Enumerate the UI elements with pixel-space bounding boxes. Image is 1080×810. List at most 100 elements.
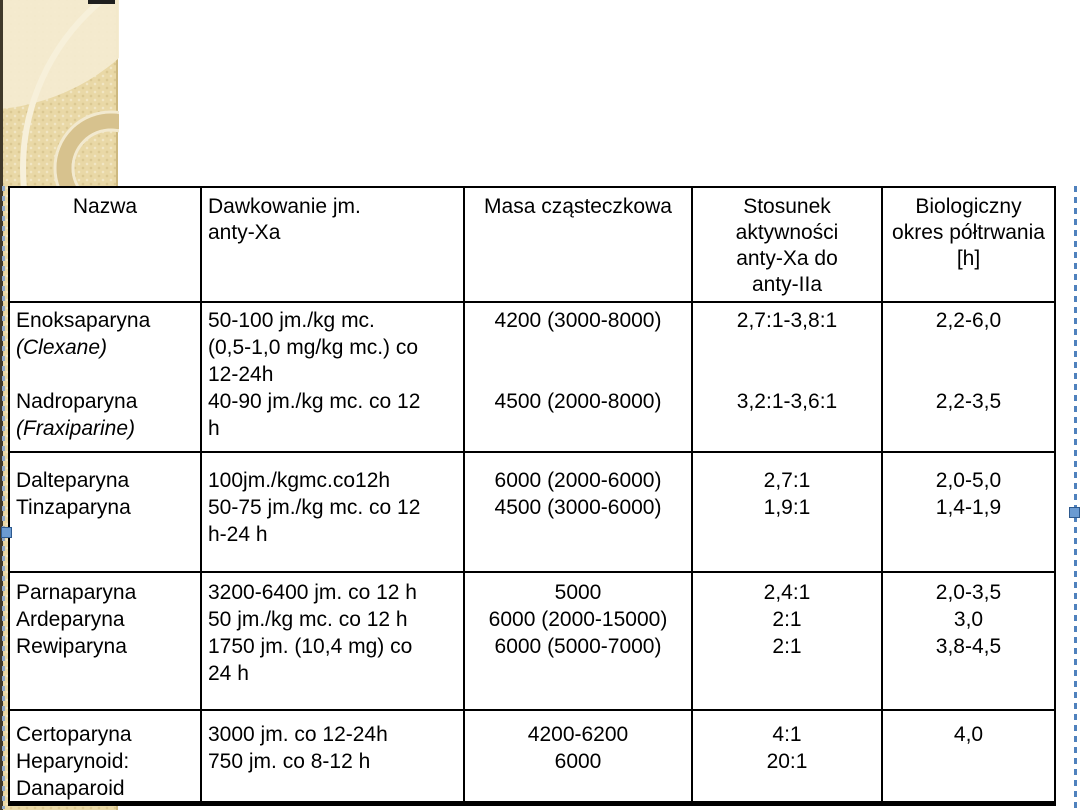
cell-text-line: 2,0-3,5 [935, 581, 1002, 604]
cell-text-line: 1,9:1 [763, 496, 811, 519]
cell-biologiczny[interactable]: 2,0-5,0 1,4-1,9 [883, 453, 1054, 573]
cell-text-line: Heparynoid: [16, 750, 130, 773]
cell-text-line: Nadroparyna [16, 390, 138, 413]
cell-text-line: 4200 (3000-8000) [494, 309, 662, 332]
cell-stosunek[interactable]: 2,4:1 2:1 2:1 [693, 573, 883, 711]
cell-masa-header[interactable]: Masa cząsteczkowa [465, 188, 693, 303]
cell-text-line: Parnaparyna [16, 581, 137, 604]
cell-text-line: Certoparyna [16, 723, 132, 746]
cell-text-line [883, 361, 1054, 388]
cell-text-line: 2,2-3,5 [935, 390, 1002, 413]
cell-dawkowanie-header[interactable]: Dawkowanie jm. anty-Xa [202, 188, 465, 303]
cell-text-line: 6000 (2000-15000) [488, 608, 668, 631]
cell-text-line: 2,7:1 [763, 469, 811, 492]
cell-biologiczny[interactable]: 2,0-3,5 3,0 3,8-4,5 [883, 573, 1054, 711]
cell-dawkowanie[interactable]: 3000 jm. co 12-24h 750 jm. co 8-12 h [202, 711, 465, 801]
cell-text-line: 4500 (2000-8000) [494, 390, 662, 413]
cell-text-line [693, 361, 881, 388]
cell-text-line: 2:1 [772, 608, 802, 631]
cell-text-line: 20:1 [766, 750, 808, 773]
cell-biologiczny[interactable]: 2,2-6,0 2,2-3,5 [883, 303, 1054, 453]
cell-text-line [465, 334, 691, 361]
selection-border-right[interactable] [1074, 186, 1077, 809]
cell-text-line [10, 361, 200, 388]
cell-text-line: 4:1 [772, 723, 802, 746]
cell-stosunek-header[interactable]: Stosunek aktywności anty-Xa do anty-IIa [693, 188, 883, 303]
cell-text-line: h-24 h [208, 523, 268, 546]
header-text-line: Stosunek [743, 195, 831, 218]
cell-nazwa[interactable]: Dalteparyna Tinzaparyna [10, 453, 202, 573]
cell-text-line: 3200-6400 jm. co 12 h [208, 581, 417, 604]
cell-text-line: 5000 [554, 581, 602, 604]
cell-stosunek[interactable]: 2,7:1-3,8:1 3,2:1-3,6:1 [693, 303, 883, 453]
cell-text-line: 6000 [554, 750, 602, 773]
cell-text-line: h [208, 417, 220, 440]
cell-text-line: 50-100 jm./kg mc. [208, 309, 375, 332]
cell-text-line: 1750 jm. (10,4 mg) co [208, 635, 413, 658]
cell-biologiczny-header[interactable]: Biologiczny okres półtrwania [h] [883, 188, 1054, 303]
header-text-line: [h] [956, 247, 981, 270]
cell-dawkowanie[interactable]: 50-100 jm./kg mc. (0,5-1,0 mg/kg mc.) co 1… [202, 303, 465, 453]
cell-masa[interactable]: 5000 6000 (2000-15000) 6000 (5000-7000) [465, 573, 693, 711]
selection-border-left[interactable] [2, 186, 5, 809]
cell-text-line: Tinzaparyna [16, 496, 131, 519]
cell-text-line: 2,7:1-3,8:1 [736, 309, 838, 332]
cell-dawkowanie[interactable]: 100jm./kgmc.co12h 50-75 jm./kg mc. co 12 h… [202, 453, 465, 573]
window-edge-notch [88, 0, 115, 4]
cell-text-line: 2:1 [772, 635, 802, 658]
cell-text-line: Danaparoid [16, 777, 125, 800]
cell-text-line: 40-90 jm./kg mc. co 12 [208, 390, 421, 413]
cell-text-line: 4,0 [953, 723, 984, 746]
header-text-line: okres półtrwania [892, 221, 1045, 244]
cell-text-line: 3,0 [953, 608, 984, 631]
cell-text-line: 12-24h [208, 363, 274, 386]
cell-text-line: 6000 (2000-6000) [494, 469, 662, 492]
resize-handle-left-icon[interactable] [1, 527, 12, 538]
cell-text-line: (0,5-1,0 mg/kg mc.) co [208, 336, 419, 359]
cell-text-line: (Fraxiparine) [16, 417, 136, 440]
cell-text-line [883, 334, 1054, 361]
cell-text-line: 24 h [208, 662, 249, 685]
cell-text-line: Rewiparyna [16, 635, 127, 658]
cell-text-line: 50 jm./kg mc. co 12 h [208, 608, 408, 631]
cell-text-line: 4200-6200 [527, 723, 629, 746]
cell-text-line: 2,0-5,0 [935, 469, 1002, 492]
cell-text-line: Enoksaparyna [16, 309, 151, 332]
header-text-line: aktywności [735, 221, 839, 244]
cell-text-line: 6000 (5000-7000) [494, 635, 662, 658]
cell-text-line [465, 361, 691, 388]
cell-masa[interactable]: 4200 (3000-8000) 4500 (2000-8000) [465, 303, 693, 453]
cell-nazwa-header[interactable]: Nazwa [10, 188, 202, 303]
cell-text-line: 3000 jm. co 12-24h [208, 723, 388, 746]
resize-handle-right-icon[interactable] [1069, 507, 1080, 518]
header-text-line: Nazwa [72, 195, 138, 218]
header-text-line: anty-IIa [751, 273, 823, 296]
cell-text-line: Dalteparyna [16, 469, 130, 492]
cell-text-line: 2,2-6,0 [935, 309, 1002, 332]
cell-text-line: 3,8-4,5 [935, 635, 1002, 658]
cell-biologiczny[interactable]: 4,0 [883, 711, 1054, 801]
cell-nazwa[interactable]: Enoksaparyna (Clexane) Nadroparyna (Fraxipa… [10, 303, 202, 453]
decorative-circles-icon [3, 0, 119, 190]
header-text-line: anty-Xa do [736, 247, 838, 270]
cell-masa[interactable]: 4200-6200 6000 [465, 711, 693, 801]
header-text-line: Masa cząsteczkowa [484, 195, 672, 218]
cell-nazwa[interactable]: Parnaparyna Ardeparyna Rewiparyna [10, 573, 202, 711]
cell-text-line: 2,4:1 [763, 581, 811, 604]
cell-stosunek[interactable]: 4:1 20:1 [693, 711, 883, 801]
cell-text-line: 1,4-1,9 [935, 496, 1002, 519]
cell-text-line: 750 jm. co 8-12 h [208, 750, 371, 773]
cell-nazwa[interactable]: Certoparyna Heparynoid: Danaparoid [10, 711, 202, 801]
cell-stosunek[interactable]: 2,7:1 1,9:1 [693, 453, 883, 573]
header-text-line: Dawkowanie jm. [208, 195, 361, 218]
cell-text-line: 3,2:1-3,6:1 [736, 390, 838, 413]
cell-text-line: Ardeparyna [16, 608, 125, 631]
cell-text-line: (Clexane) [16, 336, 108, 359]
cell-dawkowanie[interactable]: 3200-6400 jm. co 12 h 50 jm./kg mc. co 12… [202, 573, 465, 711]
header-text-line: anty-Xa [208, 221, 281, 244]
cell-text-line: 50-75 jm./kg mc. co 12 [208, 496, 421, 519]
cell-text-line: 100jm./kgmc.co12h [208, 469, 391, 492]
heparin-table[interactable]: Nazwa Dawkowanie jm. anty-Xa Masa cząsteczk… [8, 186, 1056, 806]
header-text-line: Biologiczny [915, 195, 1022, 218]
cell-masa[interactable]: 6000 (2000-6000) 4500 (3000-6000) [465, 453, 693, 573]
